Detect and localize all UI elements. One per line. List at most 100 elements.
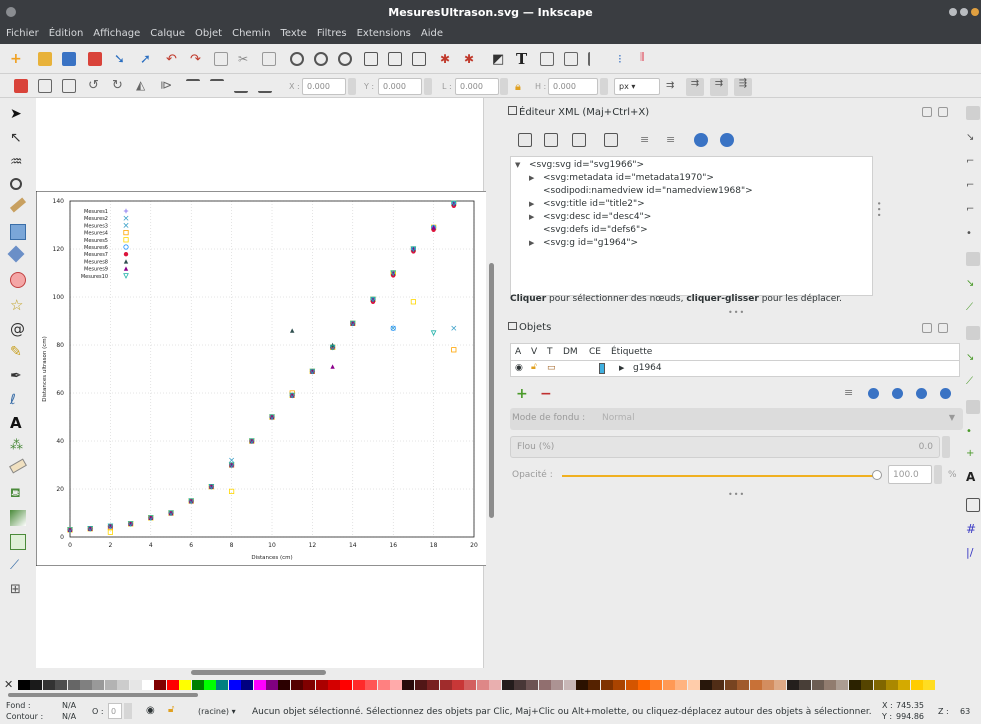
color-swatch[interactable] xyxy=(576,680,588,690)
color-swatch[interactable] xyxy=(18,680,30,690)
xml-node[interactable]: <svg:desc id="desc4"> xyxy=(543,212,651,222)
palette-scrollbar[interactable] xyxy=(0,692,981,698)
color-swatch[interactable] xyxy=(737,680,749,690)
snap-smooth-icon[interactable]: ↘ xyxy=(966,352,980,366)
color-swatch[interactable] xyxy=(390,680,402,690)
lower-icon[interactable] xyxy=(234,79,248,93)
scale-corners-icon[interactable]: ⇉ xyxy=(686,78,704,96)
color-swatch[interactable] xyxy=(774,680,786,690)
color-swatch[interactable] xyxy=(886,680,898,690)
x-input[interactable]: 0.000 xyxy=(302,78,346,95)
opacity-spin-button[interactable] xyxy=(934,465,942,484)
snap-rotation-center-icon[interactable]: • xyxy=(966,426,980,440)
column-ce[interactable]: CE xyxy=(589,347,601,357)
color-swatch[interactable] xyxy=(489,680,501,690)
3d-box-tool-icon[interactable] xyxy=(8,246,25,263)
export-icon[interactable]: ➚ xyxy=(140,52,154,66)
color-swatch[interactable] xyxy=(688,680,700,690)
color-swatch[interactable] xyxy=(526,680,538,690)
duplicate-icon[interactable] xyxy=(364,52,378,66)
color-swatch[interactable] xyxy=(613,680,625,690)
pencil-tool-icon[interactable]: ✎ xyxy=(10,344,26,360)
column-v[interactable]: V xyxy=(531,347,537,357)
paint-bucket-tool-icon[interactable]: ⛾ xyxy=(10,486,26,502)
new-text-node-icon[interactable] xyxy=(544,133,558,147)
snap-baseline-icon[interactable]: + xyxy=(966,448,980,462)
color-swatch[interactable] xyxy=(278,680,290,690)
color-swatch[interactable] xyxy=(415,680,427,690)
color-swatch[interactable] xyxy=(787,680,799,690)
color-swatch[interactable] xyxy=(750,680,762,690)
color-swatch[interactable] xyxy=(427,680,439,690)
color-swatch[interactable] xyxy=(502,680,514,690)
mesh-tool-icon[interactable] xyxy=(10,534,26,550)
delete-node-icon[interactable] xyxy=(604,133,618,147)
flip-vertical-icon[interactable]: ⧐ xyxy=(160,78,174,92)
move-top-icon[interactable] xyxy=(868,388,879,399)
color-swatch[interactable] xyxy=(55,680,67,690)
layer-lock-icon[interactable]: 🔓︎ xyxy=(168,704,174,715)
xml-node-tree[interactable]: ▼ <svg:svg id="svg1966"> ▶ <svg:metadata… xyxy=(510,156,873,296)
color-swatch[interactable] xyxy=(849,680,861,690)
object-row[interactable]: ◉ 🔓︎ ▭ ▶ g1964 xyxy=(510,361,960,377)
minimize-dot-icon[interactable] xyxy=(949,8,957,16)
snap-nodes-icon[interactable] xyxy=(966,252,980,266)
color-swatch[interactable] xyxy=(192,680,204,690)
rotate-ccw-icon[interactable]: ↺ xyxy=(88,78,102,92)
eraser-tool-icon[interactable] xyxy=(9,459,27,474)
horizontal-scroll-thumb[interactable] xyxy=(191,670,326,675)
lower-to-bottom-icon[interactable] xyxy=(258,79,272,93)
color-swatch[interactable] xyxy=(836,680,848,690)
canvas-horizontal-scrollbar[interactable] xyxy=(36,668,498,678)
tweak-tool-icon[interactable]: ♒ xyxy=(10,154,26,170)
color-swatch[interactable] xyxy=(762,680,774,690)
color-swatch[interactable] xyxy=(340,680,352,690)
color-swatch[interactable] xyxy=(799,680,811,690)
iconify-icon[interactable] xyxy=(922,323,932,333)
color-swatch[interactable] xyxy=(898,680,910,690)
highlight-color-icon[interactable] xyxy=(599,363,605,374)
no-color-swatch[interactable]: ✕ xyxy=(4,680,16,690)
collapsed-arrow-icon[interactable]: ▶ xyxy=(529,213,534,221)
raise-node-icon[interactable] xyxy=(694,133,708,147)
snap-intersection-icon[interactable]: ⟋ xyxy=(966,302,980,316)
menu-affichage[interactable]: Affichage xyxy=(87,26,144,39)
new-element-node-icon[interactable] xyxy=(518,133,532,147)
color-swatch[interactable] xyxy=(551,680,563,690)
node-tool-icon[interactable]: ↖ xyxy=(10,130,26,146)
spray-tool-icon[interactable]: ⁂ xyxy=(10,438,26,454)
star-tool-icon[interactable]: ☆ xyxy=(10,296,26,312)
scale-stroke-icon[interactable]: ⇉ xyxy=(666,80,680,94)
text-font-icon[interactable]: T xyxy=(516,50,530,64)
transform-patterns-icon[interactable]: ⇶ xyxy=(734,78,752,96)
save-icon[interactable] xyxy=(62,52,76,66)
column-t[interactable]: T xyxy=(547,347,553,357)
duplicate-node-icon[interactable] xyxy=(572,133,586,147)
snap-bbox-edge-icon[interactable]: ⌐ xyxy=(966,156,980,170)
zoom-drawing-icon[interactable] xyxy=(314,52,328,66)
layer-visibility-icon[interactable]: ◉ xyxy=(146,705,155,716)
collapsed-arrow-icon[interactable]: ▶ xyxy=(529,174,534,182)
color-swatch[interactable] xyxy=(601,680,613,690)
menu-fichier[interactable]: Fichier xyxy=(0,26,43,39)
expand-arrow-icon[interactable]: ▶ xyxy=(619,364,624,372)
snap-bbox-midpoint-icon[interactable]: ⌐ xyxy=(966,204,980,218)
move-up-icon[interactable] xyxy=(892,388,903,399)
measure-tool-icon[interactable] xyxy=(10,198,26,213)
unindent-node-icon[interactable]: ≡ xyxy=(640,133,654,147)
color-swatch[interactable] xyxy=(725,680,737,690)
iconify-icon[interactable] xyxy=(922,107,932,117)
raise-icon[interactable] xyxy=(210,79,224,93)
zoom-page-icon[interactable] xyxy=(338,52,352,66)
color-swatch[interactable] xyxy=(402,680,414,690)
unit-select[interactable]: px ▾ xyxy=(614,78,660,95)
align-distribute-icon[interactable] xyxy=(588,52,602,66)
maximize-dot-icon[interactable] xyxy=(960,8,968,16)
vertical-scroll-thumb[interactable] xyxy=(489,263,494,518)
xml-node[interactable]: <svg:g id="g1964"> xyxy=(543,238,638,248)
close-panel-icon[interactable] xyxy=(938,323,948,333)
color-swatch[interactable] xyxy=(291,680,303,690)
move-down-icon[interactable] xyxy=(916,388,927,399)
menu-calque[interactable]: Calque xyxy=(144,26,189,39)
select-all-layers-icon[interactable] xyxy=(38,79,52,93)
